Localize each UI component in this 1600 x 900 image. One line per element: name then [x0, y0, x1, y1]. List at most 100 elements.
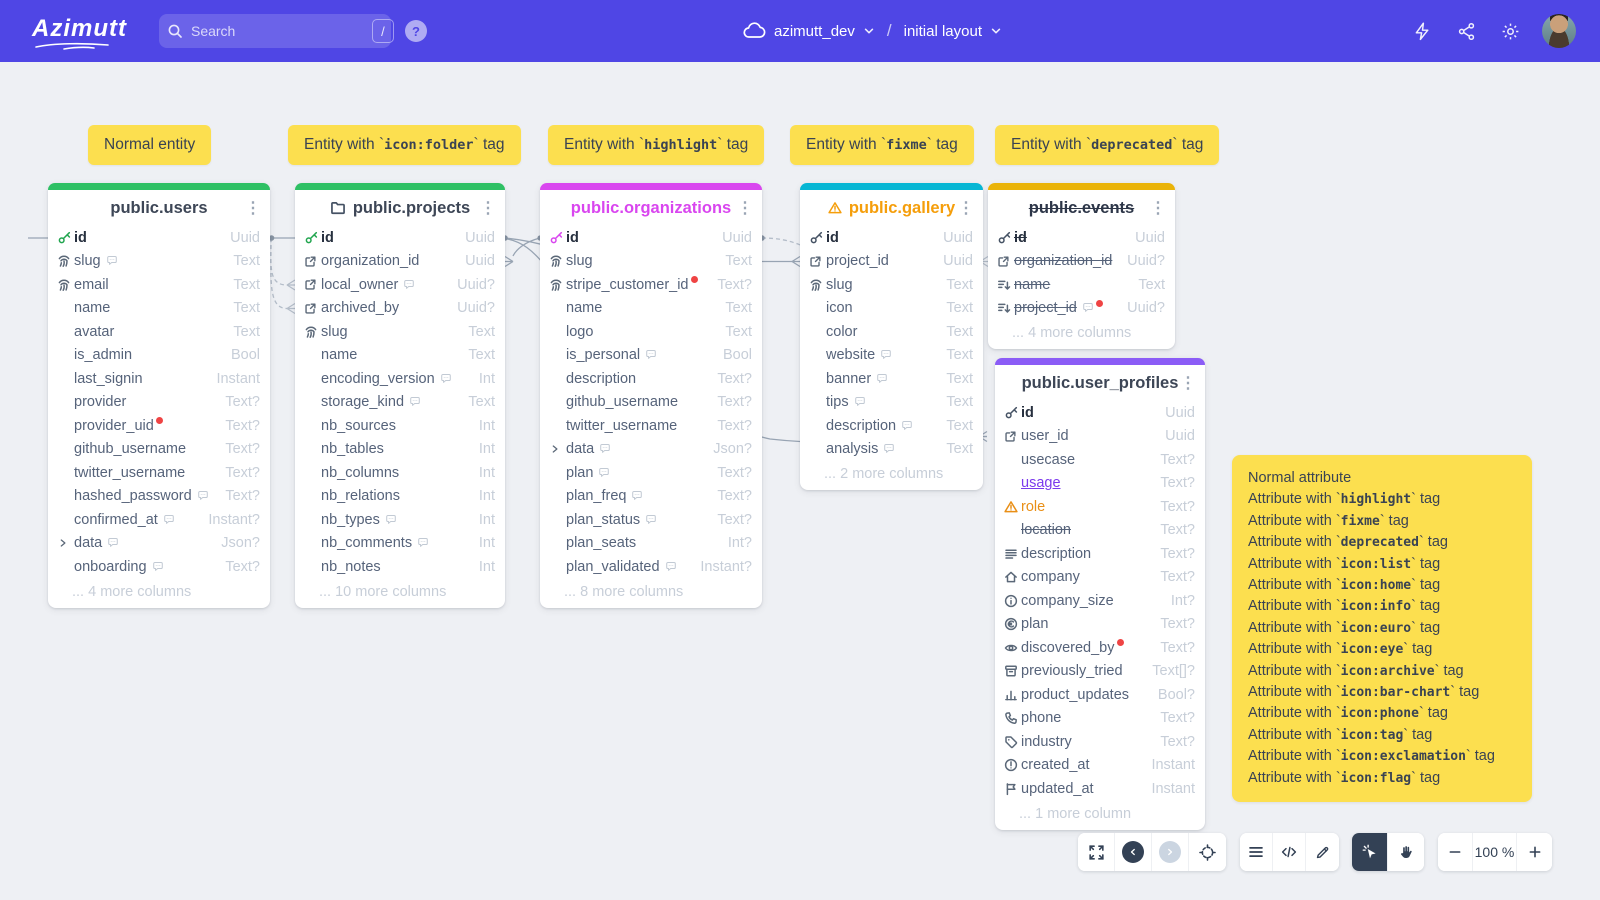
help-button[interactable]: ?: [404, 20, 427, 42]
settings-button[interactable]: [1498, 19, 1522, 43]
kebab-menu-icon[interactable]: ⋮: [480, 200, 496, 217]
table-header[interactable]: public.user_profiles ⋮: [995, 365, 1205, 401]
column-row[interactable]: name Text: [988, 273, 1175, 297]
column-row[interactable]: github_username Text?: [540, 391, 762, 415]
column-row[interactable]: project_id Uuid?: [988, 297, 1175, 321]
entity-label-icon-folder[interactable]: Entity with ` icon:folder ` tag: [288, 125, 521, 165]
share-button[interactable]: [1454, 19, 1478, 43]
column-row[interactable]: icon Text: [800, 297, 983, 321]
column-row[interactable]: twitter_username Text?: [540, 414, 762, 438]
hidden-columns-toggle[interactable]: ... 4 more columns: [72, 583, 192, 600]
column-row[interactable]: company Text?: [995, 566, 1205, 590]
column-row[interactable]: name Text: [295, 344, 505, 368]
column-row[interactable]: website Text: [800, 344, 983, 368]
column-row[interactable]: description Text: [800, 414, 983, 438]
column-row[interactable]: is_personal Bool: [540, 344, 762, 368]
hidden-columns-toggle[interactable]: ... 2 more columns: [824, 466, 944, 482]
column-row[interactable]: provider Text?: [48, 391, 270, 415]
column-row[interactable]: twitter_username Text?: [48, 461, 270, 485]
redo-button[interactable]: [1152, 833, 1189, 871]
column-row[interactable]: color Text: [800, 320, 983, 344]
hidden-columns-toggle[interactable]: ... 4 more columns: [1012, 325, 1132, 341]
column-row[interactable]: stripe_customer_id Text?: [540, 273, 762, 297]
column-row[interactable]: last_signin Instant: [48, 367, 270, 391]
column-row[interactable]: phone Text?: [995, 707, 1205, 731]
table-header[interactable]: public.gallery ⋮: [800, 190, 983, 226]
column-row[interactable]: id Uuid: [988, 226, 1175, 250]
kebab-menu-icon[interactable]: ⋮: [1180, 375, 1196, 392]
search-box[interactable]: /: [158, 14, 394, 48]
column-row[interactable]: plan_seats Int?: [540, 532, 762, 556]
user-avatar[interactable]: [1542, 14, 1576, 48]
column-row[interactable]: onboarding Text?: [48, 555, 270, 579]
column-row[interactable]: encoding_version Int: [295, 367, 505, 391]
column-row[interactable]: project_id Uuid: [800, 250, 983, 274]
entity-label-normal[interactable]: Normal entity: [88, 125, 212, 165]
column-row[interactable]: previously_tried Text[]?: [995, 660, 1205, 684]
column-row[interactable]: archived_by Uuid?: [295, 297, 505, 321]
details-button[interactable]: [1240, 833, 1273, 871]
column-row[interactable]: name Text: [540, 297, 762, 321]
project-name[interactable]: azimutt_dev: [774, 22, 855, 40]
column-row[interactable]: id Uuid: [48, 226, 270, 250]
column-row[interactable]: role Text?: [995, 495, 1205, 519]
column-row[interactable]: github_username Text?: [48, 438, 270, 462]
column-row[interactable]: usecase Text?: [995, 448, 1205, 472]
column-row[interactable]: plan_status Text?: [540, 508, 762, 532]
table-header[interactable]: public.users ⋮: [48, 190, 270, 226]
table-header[interactable]: public.organizations ⋮: [540, 190, 762, 226]
azimutt-logo[interactable]: Azimutt: [32, 15, 127, 50]
table-public-gallery[interactable]: public.gallery ⋮ id Uuid project_id Uuid slug T…: [800, 183, 983, 490]
column-row[interactable]: company_size Int?: [995, 589, 1205, 613]
column-row[interactable]: local_owner Uuid?: [295, 273, 505, 297]
fit-to-screen-button[interactable]: [1078, 833, 1115, 871]
table-public-organizations[interactable]: public.organizations ⋮ id Uuid slug Text strip…: [540, 183, 762, 608]
column-row[interactable]: description Text?: [540, 367, 762, 391]
kebab-menu-icon[interactable]: ⋮: [245, 200, 261, 217]
entity-label-fixme[interactable]: Entity with ` fixme ` tag: [790, 125, 974, 165]
chevron-down-icon[interactable]: [990, 25, 1002, 37]
entity-label-deprecated[interactable]: Entity with ` deprecated ` tag: [995, 125, 1220, 165]
column-row[interactable]: hashed_password Text?: [48, 485, 270, 509]
column-row[interactable]: slug Text: [540, 250, 762, 274]
search-input[interactable]: [190, 23, 372, 39]
column-row[interactable]: analysis Text: [800, 438, 983, 462]
hidden-columns-toggle[interactable]: ... 1 more column: [1019, 805, 1132, 822]
table-public-projects[interactable]: public.projects ⋮ id Uuid organization_id Uui…: [295, 183, 505, 608]
column-row[interactable]: nb_types Int: [295, 508, 505, 532]
column-row[interactable]: plan Text?: [995, 613, 1205, 637]
table-header[interactable]: public.events ⋮: [988, 190, 1175, 226]
select-mode-button[interactable]: [1352, 833, 1388, 871]
kebab-menu-icon[interactable]: ⋮: [737, 200, 753, 217]
column-row[interactable]: storage_kind Text: [295, 391, 505, 415]
hidden-columns-toggle[interactable]: ... 8 more columns: [564, 583, 684, 600]
column-row[interactable]: nb_notes Int: [295, 555, 505, 579]
zoom-level[interactable]: 100 %: [1473, 833, 1517, 871]
column-row[interactable]: discovered_by Text?: [995, 636, 1205, 660]
column-row[interactable]: usage Text?: [995, 472, 1205, 496]
column-row[interactable]: nb_relations Int: [295, 485, 505, 509]
column-row[interactable]: user_id Uuid: [995, 425, 1205, 449]
table-public-user-profiles[interactable]: public.user_profiles ⋮ id Uuid user_id Uuid us…: [995, 358, 1205, 830]
column-row[interactable]: nb_columns Int: [295, 461, 505, 485]
column-row[interactable]: avatar Text: [48, 320, 270, 344]
column-row[interactable]: updated_at Instant: [995, 777, 1205, 801]
aml-editor-button[interactable]: [1273, 833, 1306, 871]
column-row[interactable]: id Uuid: [540, 226, 762, 250]
column-row[interactable]: data Json?: [48, 532, 270, 556]
column-row[interactable]: confirmed_at Instant?: [48, 508, 270, 532]
column-row[interactable]: name Text: [48, 297, 270, 321]
column-row[interactable]: id Uuid: [295, 226, 505, 250]
zoom-out-button[interactable]: [1438, 833, 1473, 871]
chevron-down-icon[interactable]: [863, 25, 875, 37]
column-row[interactable]: data Json?: [540, 438, 762, 462]
hidden-columns-toggle[interactable]: ... 10 more columns: [319, 583, 447, 600]
column-row[interactable]: id Uuid: [800, 226, 983, 250]
table-public-events[interactable]: public.events ⋮ id Uuid organization_id Uuid?…: [988, 183, 1175, 349]
entity-label-highlight[interactable]: Entity with ` highlight ` tag: [548, 125, 765, 165]
kebab-menu-icon[interactable]: ⋮: [958, 200, 974, 217]
column-row[interactable]: is_admin Bool: [48, 344, 270, 368]
column-row[interactable]: created_at Instant: [995, 754, 1205, 778]
column-row[interactable]: nb_tables Int: [295, 438, 505, 462]
column-row[interactable]: slug Text: [48, 250, 270, 274]
